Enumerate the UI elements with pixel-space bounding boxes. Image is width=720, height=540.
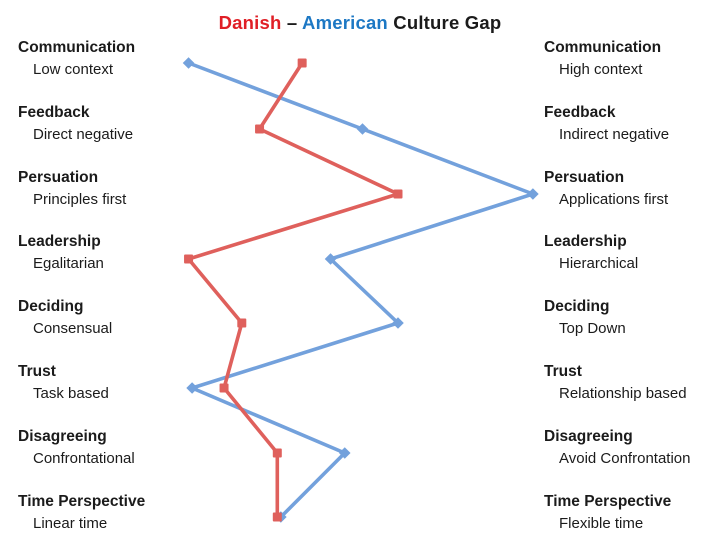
dimension-header: Feedback [544, 104, 616, 121]
dimension-left-label: Low context [33, 61, 114, 78]
title-american: American [302, 12, 388, 33]
dimension-left-label: Egalitarian [33, 255, 104, 272]
american-diamond-marker [392, 317, 404, 329]
danish-square-marker [219, 383, 229, 393]
dimension-header: Deciding [544, 298, 610, 315]
dimension-right-label: Avoid Confrontation [559, 450, 691, 467]
title-suffix: Culture Gap [393, 12, 502, 33]
dimension-left-label: Consensual [33, 320, 113, 337]
dimension-header: Deciding [18, 298, 84, 315]
danish-square-marker [297, 58, 307, 68]
dimension-row-leadership-right: Leadership Hierarchical [544, 231, 638, 274]
dimension-left-label: Linear time [33, 515, 108, 532]
dimension-row-communication-left: Communication Low context [18, 37, 135, 80]
dimension-header: Disagreeing [544, 428, 633, 445]
danish-square-marker [184, 254, 194, 264]
danish-series-line [186, 61, 400, 519]
dimension-row-disagreeing-right: Disagreeing Avoid Confrontation [544, 426, 690, 469]
dimension-header: Persuation [544, 169, 625, 186]
dimension-header: Communication [18, 39, 136, 56]
dimension-header: Feedback [18, 104, 90, 121]
title-danish: Danish [218, 12, 282, 33]
dimension-header: Persuation [18, 169, 99, 186]
american-diamond-marker [356, 123, 369, 135]
dimension-row-persuation-left: Persuation Principles first [18, 167, 126, 210]
dimension-header: Disagreeing [18, 428, 107, 445]
dimension-right-label: Indirect negative [559, 126, 670, 143]
dimension-row-feedback-right: Feedback Indirect negative [544, 102, 669, 145]
dimension-row-deciding-right: Deciding Top Down [544, 296, 626, 339]
american-diamond-marker [338, 447, 351, 459]
american-series-line [186, 61, 535, 519]
dimension-right-label: Flexible time [559, 515, 644, 532]
dimension-right-label: Hierarchical [559, 255, 639, 272]
dimension-row-deciding-left: Deciding Consensual [18, 296, 112, 339]
dimension-row-trust-left: Trust Task based [18, 361, 109, 404]
american-diamond-marker [186, 382, 198, 394]
dimension-header: Trust [18, 363, 56, 380]
dimension-row-disagreeing-left: Disagreeing Confrontational [18, 426, 135, 469]
dimension-left-label: Task based [33, 385, 109, 402]
danish-square-marker [393, 189, 403, 199]
dimension-left-label: Principles first [33, 191, 127, 208]
dimension-right-label: High context [559, 61, 643, 78]
dimension-row-communication-right: Communication High context [544, 37, 661, 80]
dimension-header: Communication [544, 39, 662, 56]
dimension-right-label: Applications first [559, 191, 669, 208]
dimension-header: Time Perspective [544, 493, 672, 510]
dimension-row-time-perspective-right: Time Perspective Flexible time [544, 491, 671, 534]
dimension-header: Leadership [544, 233, 627, 250]
dimension-row-leadership-left: Leadership Egalitarian [18, 231, 104, 274]
dimension-left-label: Direct negative [33, 126, 134, 143]
dimension-header: Leadership [18, 233, 101, 250]
american-diamond-marker [527, 188, 539, 200]
dimension-left-label: Confrontational [33, 450, 135, 467]
american-diamond-marker [182, 57, 195, 69]
danish-square-marker [272, 512, 282, 522]
danish-square-marker [237, 318, 247, 328]
dimension-header: Trust [544, 363, 582, 380]
dimension-row-time-perspective-left: Time Perspective Linear time [18, 491, 145, 534]
dimension-right-label: Relationship based [559, 385, 687, 402]
danish-square-marker [255, 124, 265, 134]
dimension-right-label: Top Down [559, 320, 626, 337]
dimension-row-trust-right: Trust Relationship based [544, 361, 687, 404]
title-dash: – [286, 12, 298, 33]
page-title: Danish – American Culture Gap [0, 12, 720, 34]
american-diamond-marker [324, 253, 337, 265]
dimension-header: Time Perspective [18, 493, 146, 510]
danish-square-marker [272, 448, 282, 458]
dimension-row-feedback-left: Feedback Direct negative [18, 102, 133, 145]
dimension-row-persuation-right: Persuation Applications first [544, 167, 668, 210]
